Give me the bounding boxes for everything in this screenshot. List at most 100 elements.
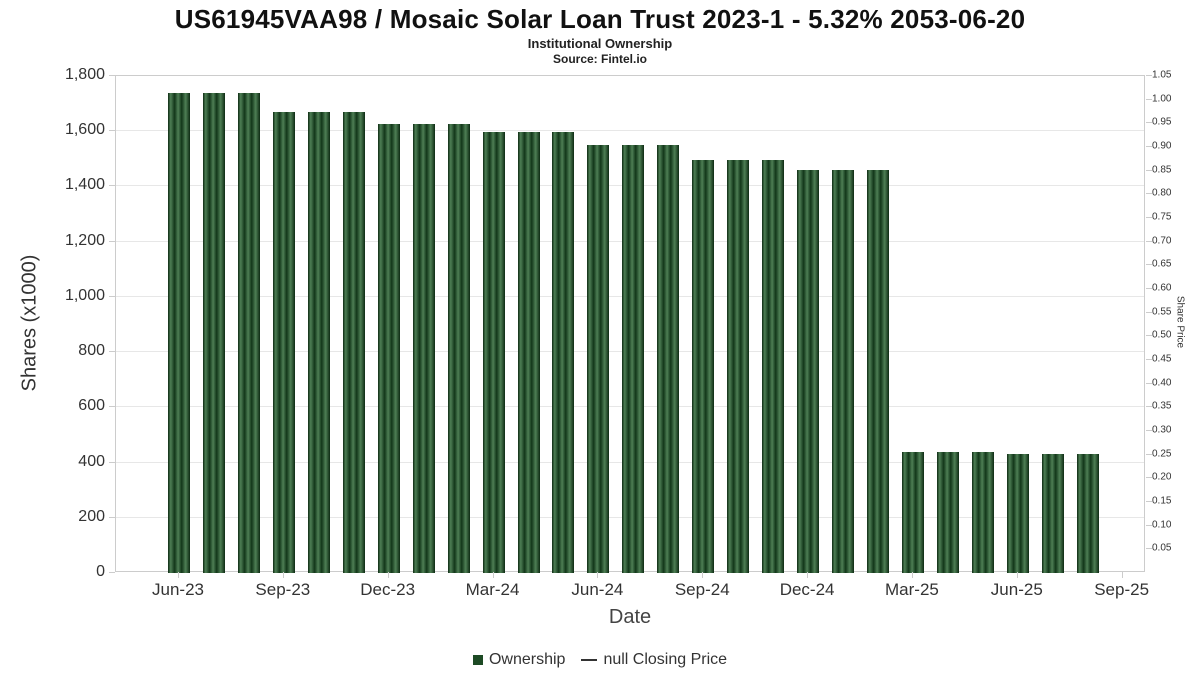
right-axis-tick-mark — [1146, 548, 1152, 550]
right-axis-tick-label: 0.95 — [1152, 116, 1172, 128]
y-axis-tick-mark — [109, 572, 115, 573]
y-axis-tick-label: 600 — [78, 397, 105, 415]
y-axis-tick-label: 200 — [78, 507, 105, 525]
gridline — [116, 130, 1144, 132]
ownership-bar[interactable] — [237, 92, 260, 573]
right-axis-tick-mark — [1146, 477, 1152, 479]
right-axis-tick-mark — [1146, 169, 1152, 171]
ownership-bar[interactable] — [412, 124, 435, 573]
left-axis-title: Shares (x1000) — [18, 254, 41, 392]
y-axis-tick-label: 1,600 — [64, 121, 105, 139]
right-axis-tick-label: 0.10 — [1152, 519, 1172, 531]
legend-item-ownership[interactable]: Ownership — [472, 651, 566, 669]
ownership-bar[interactable] — [447, 124, 470, 573]
right-axis-tick-mark — [1146, 311, 1152, 313]
ownership-bar[interactable] — [622, 145, 645, 573]
ownership-bar[interactable] — [901, 451, 924, 573]
right-axis-tick-label: 0.05 — [1152, 542, 1172, 554]
ownership-bar[interactable] — [377, 124, 400, 573]
ownership-bar[interactable] — [587, 145, 610, 573]
right-axis-title: Share Price — [1174, 295, 1186, 349]
y-axis-tick-mark — [109, 240, 115, 242]
ownership-bar[interactable] — [727, 159, 750, 573]
ownership-bar[interactable] — [657, 145, 680, 573]
ownership-bar[interactable] — [936, 451, 959, 573]
y-axis-tick-mark — [109, 516, 115, 518]
right-axis-tick-mark — [1146, 430, 1152, 431]
x-axis-tick-label: Jun-24 — [571, 580, 624, 599]
y-axis-tick-mark — [109, 406, 115, 408]
ownership-bar[interactable] — [1006, 453, 1029, 573]
x-axis-tick-label: Mar-24 — [465, 580, 520, 599]
right-axis-tick-label: 0.25 — [1152, 448, 1172, 460]
plot-area — [115, 75, 1145, 573]
right-axis-tick-label: 0.20 — [1152, 471, 1172, 483]
right-axis-tick-mark — [1146, 335, 1152, 337]
y-axis-tick-mark — [109, 130, 115, 132]
right-axis-tick-label: 0.75 — [1152, 211, 1172, 223]
right-axis-tick-mark — [1146, 288, 1152, 289]
x-axis-tick-mark — [282, 572, 284, 578]
y-axis-tick-mark — [109, 461, 115, 463]
x-axis-tick-label: Sep-24 — [674, 580, 730, 599]
ownership-bar[interactable] — [762, 159, 785, 573]
right-axis-tick-mark — [1146, 382, 1152, 384]
right-axis-tick-mark — [1146, 453, 1152, 455]
chart-subtitle: Institutional Ownership — [527, 36, 673, 51]
right-axis-tick-label: 0.40 — [1152, 377, 1172, 389]
ownership-bar[interactable] — [552, 132, 575, 573]
ownership-bar[interactable] — [307, 111, 330, 573]
right-axis-tick-label: 0.80 — [1152, 187, 1172, 199]
right-axis-tick-label: 0.70 — [1152, 235, 1172, 247]
right-axis-tick-label: 0.90 — [1152, 140, 1172, 152]
x-axis-tick-mark — [597, 572, 599, 578]
y-axis-tick-label: 1,000 — [64, 286, 105, 304]
right-axis-tick-label: 0.55 — [1152, 306, 1172, 318]
ownership-swatch-icon — [472, 655, 483, 665]
legend-label-ownership: Ownership — [488, 651, 566, 668]
legend-label-closing-price: null Closing Price — [603, 651, 728, 668]
right-axis-tick-label: 1.05 — [1152, 69, 1172, 81]
right-axis-tick-label: 0.45 — [1152, 353, 1172, 365]
ownership-bar[interactable] — [797, 169, 820, 573]
chart-title: US61945VAA98 / Mosaic Solar Loan Trust 2… — [174, 4, 1026, 34]
ownership-bar[interactable] — [202, 92, 225, 573]
y-axis-tick-mark — [109, 351, 115, 353]
x-axis-tick-label: Jun-23 — [152, 580, 204, 599]
right-axis-tick-mark — [1146, 406, 1152, 408]
ownership-bar[interactable] — [168, 92, 190, 573]
x-axis-tick-label: Jun-25 — [990, 580, 1043, 599]
y-axis-tick-label: 400 — [78, 452, 105, 470]
ownership-bar[interactable] — [832, 169, 855, 573]
right-axis-tick-label: 0.50 — [1152, 329, 1172, 341]
ownership-bar[interactable] — [867, 169, 889, 573]
right-axis-tick-mark — [1146, 240, 1152, 242]
right-axis-tick-label: 0.35 — [1152, 400, 1172, 412]
legend-item-closing-price[interactable]: null Closing Price — [581, 651, 727, 669]
x-axis-title: Date — [608, 606, 652, 628]
x-axis-tick-mark — [387, 572, 389, 578]
right-axis-tick-label: 0.60 — [1152, 282, 1172, 294]
x-axis-tick-label: Mar-25 — [885, 580, 939, 599]
ownership-bar[interactable] — [971, 451, 994, 573]
x-axis-tick-mark — [492, 572, 494, 578]
ownership-bar[interactable] — [272, 111, 295, 573]
ownership-bar[interactable] — [517, 132, 540, 573]
y-axis-tick-label: 0 — [96, 563, 105, 580]
x-axis-tick-mark — [807, 572, 809, 578]
right-axis-tick-mark — [1146, 193, 1152, 195]
x-axis-tick-label: Dec-24 — [779, 580, 835, 599]
closing-price-line-icon — [581, 659, 598, 661]
y-axis-tick-label: 1,800 — [64, 66, 105, 83]
y-axis-tick-label: 1,200 — [64, 231, 105, 249]
ownership-bar[interactable] — [1076, 453, 1099, 573]
ownership-bar[interactable] — [1041, 453, 1064, 573]
right-axis-tick-mark — [1146, 264, 1152, 266]
ownership-bar[interactable] — [482, 132, 505, 573]
right-axis-tick-mark — [1146, 122, 1152, 124]
ownership-bar[interactable] — [692, 159, 715, 573]
x-axis-tick-label: Dec-23 — [360, 580, 416, 599]
ownership-bar[interactable] — [342, 111, 365, 573]
x-axis-tick-label: Sep-25 — [1094, 580, 1150, 599]
right-axis-tick-label: 0.85 — [1152, 164, 1172, 176]
